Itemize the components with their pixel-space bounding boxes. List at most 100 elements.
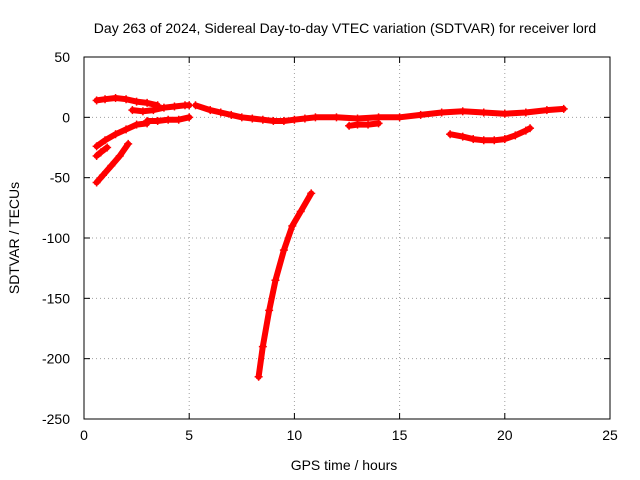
x-tick-label: 0	[80, 427, 88, 443]
y-axis-label: SDTVAR / TECUs	[6, 182, 22, 294]
data-point	[164, 115, 173, 124]
x-tick-label: 25	[602, 427, 618, 443]
data-point	[92, 178, 101, 187]
data-point	[437, 108, 446, 117]
data-point	[271, 276, 280, 285]
data-point	[469, 135, 478, 144]
series-top-left-cluster	[92, 94, 162, 110]
series-upper-mid	[191, 101, 568, 125]
y-tick-label: -250	[42, 411, 70, 427]
data-point	[296, 207, 305, 216]
data-point	[279, 116, 288, 125]
x-tick-label: 20	[497, 427, 513, 443]
y-tick-label: -100	[42, 230, 70, 246]
data-point	[479, 136, 488, 145]
data-point	[458, 132, 467, 141]
data-point	[542, 106, 551, 115]
data-point	[122, 95, 131, 104]
data-point	[185, 113, 194, 122]
chart-title: Day 263 of 2024, Sidereal Day-to-day VTE…	[94, 20, 596, 36]
data-point	[490, 136, 499, 145]
series-rising-arc	[92, 119, 152, 151]
series-steep-left	[92, 139, 133, 187]
data-point	[132, 97, 141, 106]
series-line	[346, 120, 382, 129]
data-point	[92, 142, 101, 151]
data-point	[332, 113, 341, 122]
data-point	[128, 106, 137, 115]
data-point	[374, 119, 383, 128]
data-point	[153, 116, 162, 125]
data-point	[353, 120, 362, 129]
series-deep-drop	[254, 189, 316, 381]
x-tick-label: 10	[287, 427, 303, 443]
data-point	[101, 136, 110, 145]
data-point	[500, 109, 509, 118]
data-point	[143, 98, 152, 107]
data-point	[206, 106, 215, 115]
y-tick-label: 50	[54, 49, 70, 65]
data-point	[143, 116, 152, 125]
data-point	[103, 143, 112, 152]
data-point	[458, 107, 467, 116]
data-point	[237, 113, 246, 122]
y-tick-label: -150	[42, 290, 70, 306]
x-tick-label: 5	[185, 427, 193, 443]
y-tick-label: -200	[42, 351, 70, 367]
data-series	[92, 94, 568, 381]
y-tick-label: -50	[50, 170, 70, 186]
data-point	[101, 95, 110, 104]
data-point	[227, 110, 236, 119]
series-afternoon-dip	[446, 124, 535, 145]
data-point	[149, 106, 158, 115]
data-point	[248, 114, 257, 123]
data-point	[124, 139, 133, 148]
data-point	[138, 107, 147, 116]
data-point	[96, 148, 105, 157]
data-point	[216, 108, 225, 117]
data-point	[311, 113, 320, 122]
data-point	[170, 102, 179, 111]
data-point	[521, 108, 530, 117]
series-dip-1230	[345, 119, 383, 130]
data-point	[300, 114, 309, 123]
data-point	[364, 120, 373, 129]
series-line	[93, 120, 151, 150]
y-tick-label: 0	[62, 109, 70, 125]
data-point	[345, 121, 354, 130]
data-point	[258, 342, 267, 351]
data-point	[269, 116, 278, 125]
data-point	[111, 94, 120, 103]
data-point	[111, 130, 120, 139]
series-line	[255, 190, 315, 380]
data-point	[288, 221, 297, 230]
data-point	[446, 130, 455, 139]
data-point	[290, 115, 299, 124]
data-point	[559, 104, 568, 113]
data-point	[132, 120, 141, 129]
data-point	[98, 171, 107, 180]
data-point	[500, 135, 509, 144]
data-point	[115, 151, 124, 160]
data-point	[479, 108, 488, 117]
data-point	[174, 115, 183, 124]
data-point	[92, 151, 101, 160]
data-point	[265, 306, 274, 315]
data-point	[307, 189, 316, 198]
data-point	[92, 96, 101, 105]
series-short-segment	[92, 143, 112, 160]
x-axis-label: GPS time / hours	[291, 457, 398, 473]
data-point	[122, 125, 131, 134]
series-top-left-lower	[128, 101, 194, 116]
data-point	[511, 131, 520, 140]
data-point	[526, 124, 535, 133]
data-point	[279, 246, 288, 255]
data-point	[107, 161, 116, 170]
data-point	[191, 101, 200, 110]
axis-ticks: 0 5 10 15 20 25 50 0 -50 -100 -150 -200 -250	[42, 49, 618, 443]
series-flat-low	[143, 113, 194, 125]
data-point	[521, 126, 530, 135]
x-tick-label: 15	[392, 427, 408, 443]
data-point	[258, 115, 267, 124]
